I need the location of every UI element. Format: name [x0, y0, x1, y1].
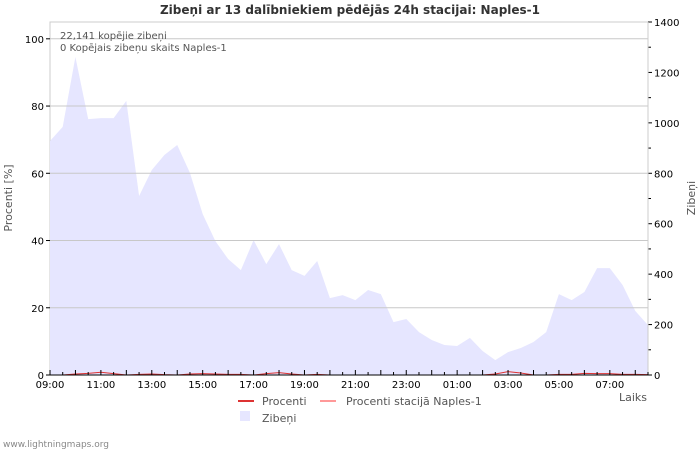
y-right-tick-label: 200 — [654, 321, 673, 332]
x-tick-label: 13:00 — [137, 380, 166, 391]
y-left-tick-label: 100 — [25, 35, 44, 46]
y-left-tick-label: 20 — [31, 304, 44, 315]
y-right-tick-label: 400 — [654, 270, 673, 281]
y-right-tick-label: 800 — [654, 169, 673, 180]
x-tick-label: 15:00 — [188, 380, 217, 391]
x-tick-label: 03:00 — [494, 380, 523, 391]
x-axis-label: Laiks — [619, 391, 647, 404]
annotation-total: 22,141 kopējie zibeņi — [60, 31, 167, 42]
legend-station: Procenti stacijā Naples-1 — [346, 395, 482, 408]
y-left-tick-label: 0 — [38, 371, 44, 382]
y-right-tick-label: 1000 — [654, 119, 679, 130]
zibeni-area — [50, 57, 648, 375]
x-tick-label: 05:00 — [545, 380, 574, 391]
x-tick-label: 09:00 — [36, 380, 65, 391]
y-left-tick-label: 80 — [31, 102, 44, 113]
y-right-tick-label: 600 — [654, 220, 673, 231]
x-tick-label: 21:00 — [341, 380, 370, 391]
y-left-label: Procenti [%] — [2, 164, 15, 231]
chart-title: Zibeņi ar 13 dalībniekiem pēdējās 24h st… — [160, 3, 540, 17]
y-left-tick-label: 40 — [31, 237, 44, 248]
x-tick-label: 23:00 — [392, 380, 421, 391]
y-right-label: Zibeņi — [685, 181, 698, 215]
annotation-station: 0 Kopējais zibeņu skaits Naples-1 — [60, 43, 227, 54]
legend-procenti: Procenti — [262, 395, 307, 408]
y-right-tick-label: 1200 — [654, 68, 679, 79]
y-left-tick-label: 60 — [31, 169, 44, 180]
x-tick-label: 11:00 — [86, 380, 115, 391]
x-tick-label: 19:00 — [290, 380, 319, 391]
x-tick-label: 17:00 — [239, 380, 268, 391]
y-right-tick-label: 1400 — [654, 18, 679, 29]
legend-zibeni: Zibeņi — [262, 412, 296, 425]
legend-zibeni-swatch — [240, 411, 250, 421]
y-right-tick-label: 0 — [654, 371, 660, 382]
x-tick-label: 01:00 — [443, 380, 472, 391]
x-tick-label: 07:00 — [595, 380, 624, 391]
footer-link[interactable]: www.lightningmaps.org — [3, 440, 109, 450]
